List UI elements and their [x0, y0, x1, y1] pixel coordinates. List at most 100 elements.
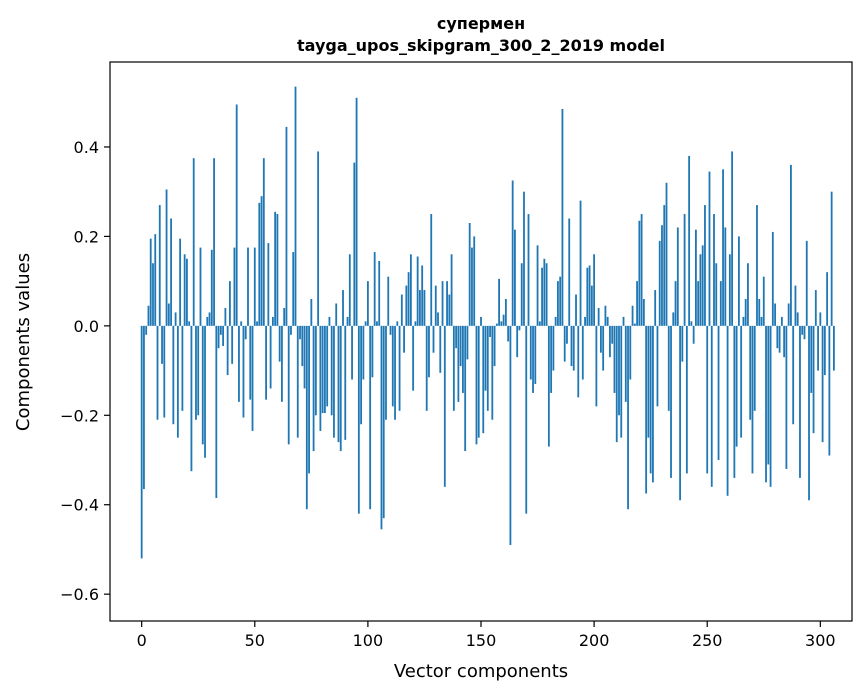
- y-tick-label: 0.4: [74, 138, 99, 157]
- bar-component-204: [602, 325, 605, 371]
- bar-component-15: [174, 312, 177, 326]
- x-tick-label: 150: [466, 631, 497, 650]
- bar-component-219: [636, 281, 638, 326]
- bar-component-105: [378, 261, 381, 326]
- bar-component-29: [206, 316, 209, 326]
- bar-component-268: [747, 263, 749, 326]
- bar-component-207: [609, 325, 611, 358]
- bar-component-284: [783, 325, 786, 358]
- bar-component-40: [231, 325, 234, 364]
- bar-component-153: [486, 325, 489, 411]
- bar-component-223: [645, 325, 648, 494]
- bar-component-124: [421, 265, 424, 326]
- bar-component-277: [767, 325, 770, 465]
- bar-component-27: [201, 325, 204, 445]
- bar-component-44: [240, 321, 243, 326]
- bar-component-39: [228, 281, 231, 326]
- y-tick-label: 0.2: [74, 227, 99, 246]
- bar-component-127: [428, 325, 430, 378]
- bar-component-103: [373, 252, 376, 326]
- bar-component-265: [740, 325, 743, 438]
- bar-component-139: [455, 325, 458, 349]
- bar-component-130: [434, 285, 437, 326]
- bar-component-218: [633, 323, 636, 326]
- bar-component-244: [692, 325, 695, 344]
- bar-component-247: [699, 254, 702, 326]
- bar-component-138: [452, 325, 455, 411]
- bar-component-282: [778, 325, 781, 353]
- bar-component-300: [819, 312, 822, 326]
- bar-component-63: [283, 307, 286, 326]
- bar-component-123: [419, 290, 421, 326]
- bar-component-66: [290, 325, 292, 335]
- bar-component-144: [466, 325, 469, 360]
- bar-component-292: [801, 325, 804, 335]
- bar-component-179: [545, 263, 548, 326]
- bar-component-255: [717, 325, 720, 461]
- bar-component-231: [663, 205, 666, 326]
- bar-component-205: [604, 305, 607, 326]
- bar-component-190: [570, 325, 573, 367]
- bar-component-36: [222, 325, 225, 346]
- bar-component-20: [186, 258, 188, 326]
- bar-component-24: [195, 325, 197, 420]
- bar-component-121: [414, 321, 417, 326]
- bar-component-275: [762, 276, 765, 326]
- bar-component-303: [826, 272, 829, 326]
- bar-component-6: [154, 234, 157, 326]
- bar-component-161: [504, 299, 507, 326]
- bar-component-296: [810, 325, 813, 393]
- bar-component-59: [274, 211, 277, 326]
- bar-component-178: [543, 258, 546, 326]
- bar-component-12: [167, 303, 170, 326]
- bar-component-92: [348, 254, 351, 326]
- bar-component-46: [244, 325, 247, 340]
- bar-component-172: [529, 325, 532, 380]
- x-tick-label: 300: [805, 631, 836, 650]
- bar-component-85: [333, 325, 335, 438]
- bar-component-180: [547, 325, 550, 447]
- bar-component-34: [217, 325, 220, 349]
- bar-component-58: [271, 316, 274, 326]
- bar-component-198: [588, 265, 591, 326]
- bar-component-230: [661, 225, 663, 326]
- bar-component-189: [568, 218, 571, 326]
- bar-component-199: [590, 285, 593, 326]
- bar-component-243: [690, 321, 693, 326]
- bar-component-3: [147, 305, 150, 326]
- bar-component-62: [281, 325, 283, 402]
- bar-component-281: [776, 325, 779, 349]
- y-tick-label: −0.4: [60, 496, 99, 515]
- bar-component-35: [219, 325, 222, 335]
- bar-component-93: [351, 325, 353, 380]
- bar-component-145: [468, 222, 471, 326]
- bar-component-257: [722, 169, 724, 326]
- bar-component-169: [523, 191, 525, 326]
- bar-component-17: [179, 238, 182, 326]
- bar-component-81: [324, 325, 326, 414]
- bar-component-89: [342, 290, 344, 326]
- bar-component-131: [437, 312, 439, 326]
- bar-component-293: [803, 325, 806, 340]
- bar-component-295: [808, 325, 810, 501]
- bar-component-274: [760, 316, 763, 326]
- bar-component-229: [658, 240, 661, 326]
- bar-component-192: [575, 294, 577, 326]
- bar-component-0: [140, 325, 143, 559]
- bar-component-166: [516, 325, 519, 358]
- bar-component-68: [294, 86, 297, 326]
- bar-component-10: [163, 325, 166, 418]
- bar-component-299: [817, 325, 819, 371]
- bar-component-159: [500, 321, 503, 326]
- bar-component-201: [595, 325, 598, 407]
- bar-component-71: [301, 325, 304, 367]
- bar-component-100: [366, 281, 369, 326]
- bar-component-262: [733, 325, 736, 478]
- bar-component-56: [267, 243, 270, 326]
- bar-component-109: [387, 276, 390, 326]
- bar-component-212: [620, 325, 623, 438]
- bar-component-215: [627, 325, 629, 510]
- bar-component-107: [382, 325, 385, 519]
- bar-component-135: [446, 281, 448, 326]
- bar-component-197: [586, 267, 589, 326]
